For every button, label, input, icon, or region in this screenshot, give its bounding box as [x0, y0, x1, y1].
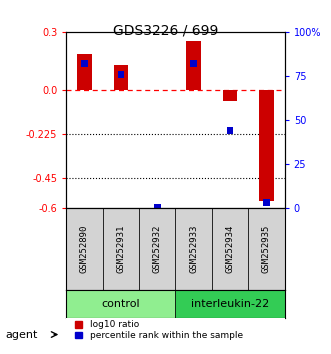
Bar: [175, 208, 212, 290]
Bar: [259, 91, 274, 201]
Text: interleukin-22: interleukin-22: [191, 299, 269, 309]
Bar: [212, 208, 248, 290]
Legend: log10 ratio, percentile rank within the sample: log10 ratio, percentile rank within the …: [75, 320, 243, 340]
Bar: [103, 208, 139, 290]
Bar: [77, 54, 92, 91]
Text: GDS3226 / 699: GDS3226 / 699: [113, 23, 218, 37]
Bar: [175, 290, 285, 318]
Text: GSM252932: GSM252932: [153, 225, 162, 273]
Bar: [66, 290, 175, 318]
Bar: [66, 208, 103, 290]
Text: GSM252890: GSM252890: [80, 225, 89, 273]
Bar: [227, 127, 233, 134]
Bar: [114, 65, 128, 91]
Text: GSM252933: GSM252933: [189, 225, 198, 273]
Bar: [81, 60, 88, 67]
Text: control: control: [102, 299, 140, 309]
Bar: [223, 91, 237, 101]
Bar: [154, 204, 161, 211]
Bar: [248, 208, 285, 290]
Text: GSM252934: GSM252934: [225, 225, 235, 273]
Bar: [118, 70, 124, 78]
Bar: [186, 41, 201, 91]
Bar: [139, 208, 175, 290]
Bar: [190, 60, 197, 67]
Text: agent: agent: [5, 330, 37, 339]
Text: GSM252935: GSM252935: [262, 225, 271, 273]
Text: GSM252931: GSM252931: [116, 225, 125, 273]
Bar: [263, 199, 270, 206]
